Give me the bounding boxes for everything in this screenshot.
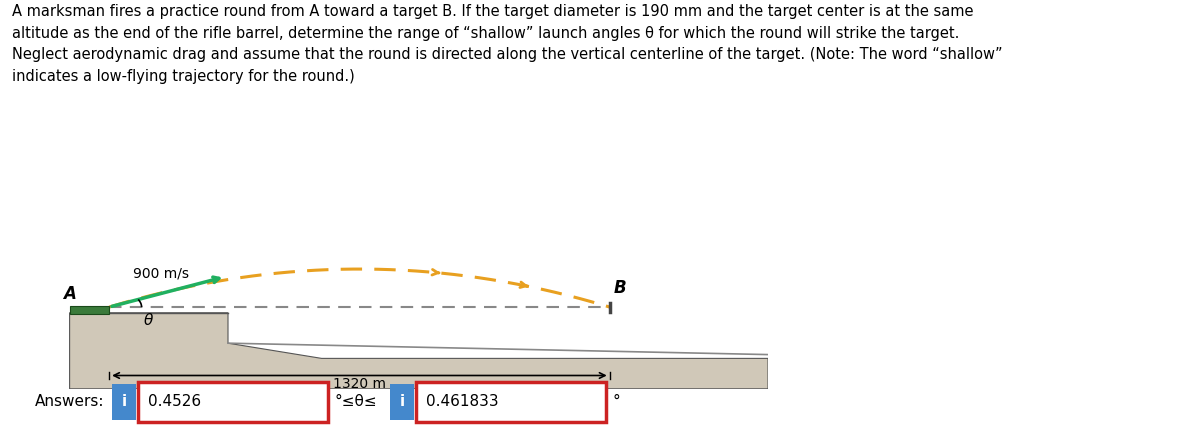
Text: B: B xyxy=(614,279,626,297)
Text: °≤θ≤: °≤θ≤ xyxy=(335,394,378,409)
Text: °: ° xyxy=(612,394,619,409)
Text: 900 m/s: 900 m/s xyxy=(133,266,190,280)
Bar xyxy=(416,381,606,422)
Text: A: A xyxy=(64,285,76,303)
Text: 0.4526: 0.4526 xyxy=(148,394,202,409)
Text: Answers:: Answers: xyxy=(35,394,104,409)
Bar xyxy=(390,384,414,420)
Text: 0.461833: 0.461833 xyxy=(426,394,499,409)
Polygon shape xyxy=(70,313,768,389)
Text: i: i xyxy=(121,394,126,409)
Text: 1320 m: 1320 m xyxy=(332,378,386,391)
Text: i: i xyxy=(400,394,404,409)
Bar xyxy=(70,305,109,314)
Bar xyxy=(138,381,328,422)
Text: θ: θ xyxy=(144,313,154,328)
Bar xyxy=(112,384,136,420)
Text: A marksman fires a practice round from A toward a target B. If the target diamet: A marksman fires a practice round from A… xyxy=(12,4,1003,84)
